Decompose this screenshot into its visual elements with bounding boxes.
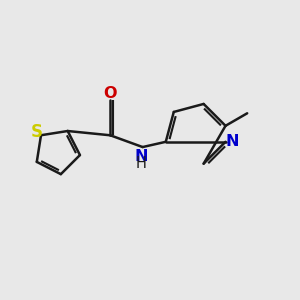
Text: N: N <box>225 134 239 149</box>
Text: O: O <box>103 86 117 101</box>
Text: N: N <box>134 149 148 164</box>
Text: H: H <box>136 156 147 171</box>
Text: S: S <box>31 123 43 141</box>
